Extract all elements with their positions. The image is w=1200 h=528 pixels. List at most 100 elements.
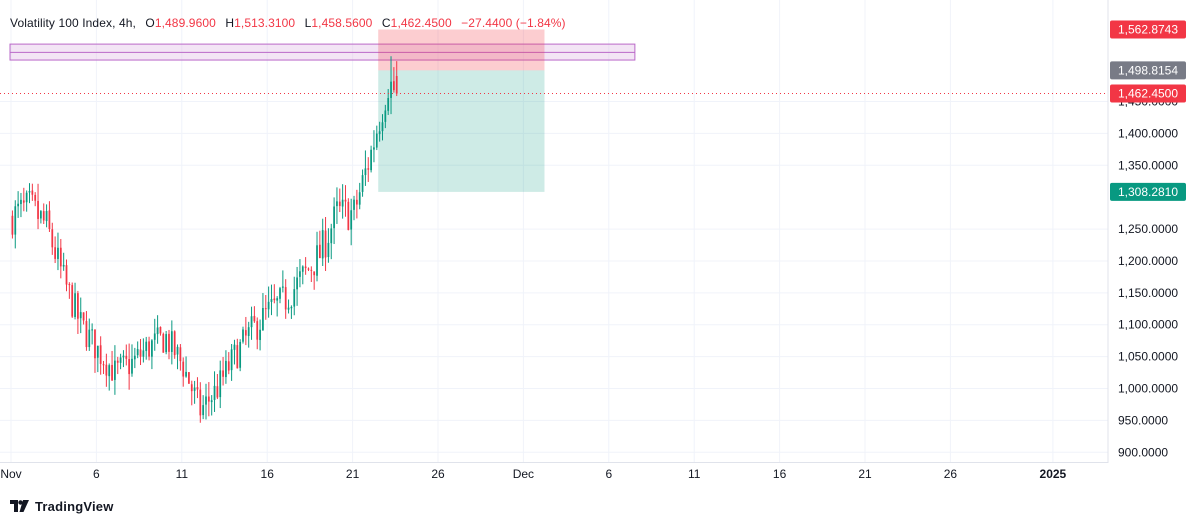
candle — [45, 204, 48, 228]
candle — [54, 236, 57, 264]
candle-body — [236, 345, 239, 369]
candle-body — [358, 192, 361, 205]
candle-body — [11, 215, 14, 235]
candle-body — [114, 360, 116, 380]
candle-body — [344, 199, 347, 202]
candle-body — [156, 327, 159, 335]
candle-body — [222, 370, 224, 377]
candle — [116, 356, 119, 375]
candle — [321, 218, 324, 267]
tradingview-logo[interactable]: TradingView — [10, 497, 114, 515]
candle — [222, 356, 224, 386]
candle-body — [387, 98, 390, 111]
price-axis-labels: 1,562.8743 1,498.8154 1,462.4500 1,308.2810 — [1110, 20, 1186, 201]
price-label-entry: 1,498.8154 — [1110, 61, 1186, 80]
candle-body — [51, 229, 54, 248]
candle-body — [250, 316, 253, 328]
candle-body — [390, 81, 392, 98]
candle-body — [190, 384, 193, 392]
candle-body — [94, 329, 96, 359]
time-axis[interactable]: Nov 6 11 16 21 26 Dec 6 11 16 21 26 2025 — [0, 467, 1066, 481]
candle — [242, 326, 244, 344]
candle-body — [264, 308, 267, 310]
candle-body — [54, 247, 57, 259]
candle-body — [22, 200, 25, 203]
price-tick-label: 950.0000 — [1118, 413, 1168, 427]
open-key: O — [145, 16, 155, 30]
candle — [159, 326, 162, 336]
candle — [148, 336, 150, 361]
candle — [114, 345, 116, 395]
candle-body — [330, 228, 333, 244]
candle — [227, 352, 230, 375]
candle — [395, 61, 398, 97]
candle-body — [333, 206, 335, 229]
candle-body — [148, 341, 150, 357]
candle — [31, 183, 34, 201]
time-tick-label: 21 — [346, 467, 360, 481]
candle-body — [28, 191, 31, 193]
candle-body — [336, 201, 338, 207]
candle — [11, 210, 14, 239]
high-key: H — [225, 16, 235, 30]
candle-body — [242, 329, 244, 342]
time-tick-label: 2025 — [1040, 467, 1067, 481]
candle — [77, 290, 79, 334]
candle-body — [34, 194, 37, 201]
candle-body — [301, 266, 304, 272]
candle-body — [230, 349, 233, 371]
candle — [250, 306, 253, 340]
price-tick-label: 1,400.0000 — [1118, 126, 1178, 140]
candle-body — [350, 210, 353, 230]
symbol-name[interactable]: Volatility 100 Index — [10, 16, 113, 30]
candle — [139, 338, 142, 366]
take-profit-zone[interactable] — [378, 70, 545, 192]
candle-body — [327, 242, 330, 258]
candle — [190, 380, 193, 406]
candle-body — [62, 264, 65, 267]
drawing-zones[interactable] — [9, 29, 636, 192]
candle — [381, 114, 384, 141]
candle-body — [165, 334, 168, 353]
price-axis[interactable]: 900.0000 950.0000 1,000.0000 1,050.0000 1,10… — [1118, 95, 1178, 460]
candle-body — [213, 385, 216, 400]
candle — [131, 344, 133, 377]
candle — [34, 192, 37, 207]
time-tick-label: Nov — [0, 467, 21, 481]
candle-body — [341, 199, 344, 207]
candle — [59, 238, 62, 279]
timeframe-label[interactable]: 4h — [118, 16, 133, 30]
candle-body — [168, 333, 170, 352]
candle-body — [133, 355, 136, 360]
candle-body — [176, 346, 179, 355]
time-tick-label: 11 — [688, 467, 701, 481]
candle — [68, 282, 71, 299]
candle — [65, 259, 68, 292]
stop-loss-zone[interactable] — [378, 29, 545, 71]
candle-body — [355, 199, 358, 205]
candle-body — [185, 371, 187, 377]
candle — [176, 344, 179, 370]
candle — [94, 329, 96, 373]
candle — [210, 395, 213, 416]
price-label-stop: 1,562.8743 — [1110, 20, 1186, 39]
candle — [205, 383, 207, 420]
candle-body — [42, 211, 45, 221]
candle-body — [79, 312, 82, 319]
candle — [20, 192, 22, 218]
time-tick-label: 11 — [176, 467, 189, 481]
candle-body — [37, 200, 39, 219]
candle-body — [392, 81, 395, 91]
candle — [239, 339, 242, 372]
candle-body — [40, 211, 42, 219]
open-value: 1,489.9600 — [154, 16, 216, 30]
candle — [267, 286, 270, 318]
candle — [299, 259, 301, 288]
time-tick-label: 6 — [93, 467, 100, 481]
candle-body — [267, 301, 270, 310]
price-label-target: 1,308.2810 — [1110, 182, 1186, 201]
candle — [108, 363, 111, 391]
candle — [293, 276, 296, 316]
